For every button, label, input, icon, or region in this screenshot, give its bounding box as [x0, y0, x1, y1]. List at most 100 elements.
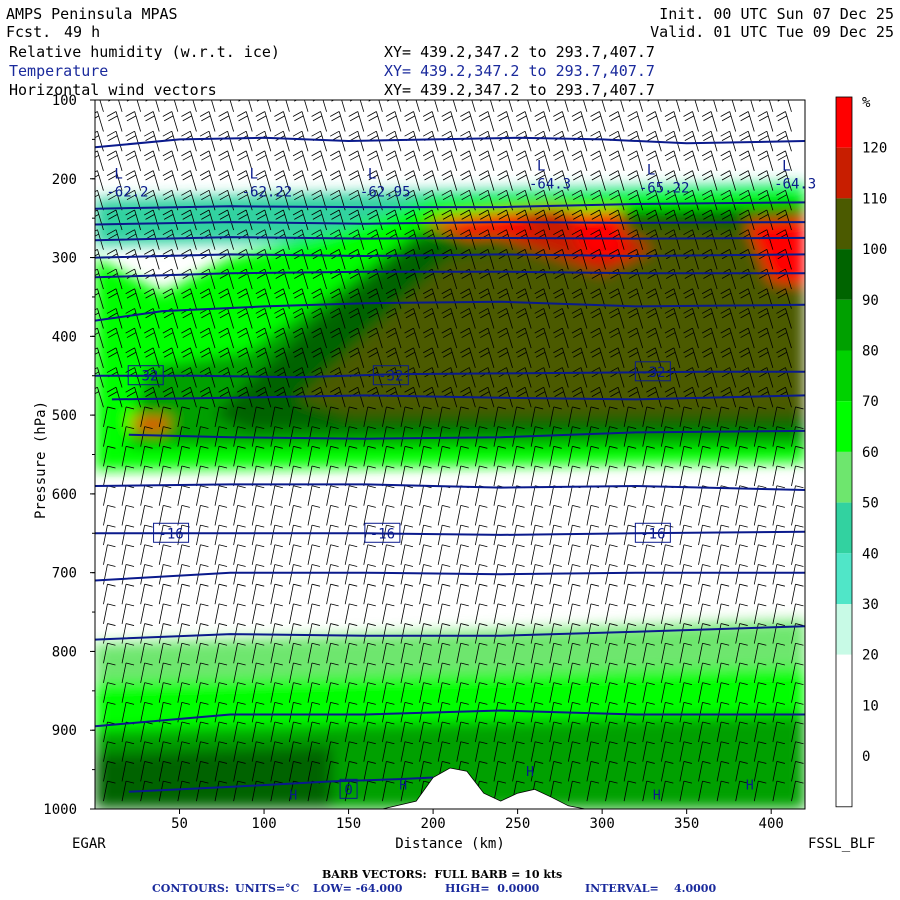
wind-barb-flag-1747	[460, 662, 469, 666]
wind-barb-flag-621	[219, 115, 230, 122]
wind-barb-flag-2823	[683, 130, 693, 137]
wind-barb-540	[208, 170, 216, 191]
low-marker-2: L	[368, 167, 376, 183]
wind-barb-1464	[400, 485, 406, 506]
wind-barb-3144	[753, 564, 759, 585]
wind-barb-1034	[307, 584, 313, 605]
wind-barb-flag-19	[95, 209, 98, 212]
wind-barb-flag-2475	[610, 154, 620, 161]
wind-barb-1654	[437, 623, 443, 644]
wind-barb-2362	[586, 662, 592, 684]
wind-barb-flag-2123	[535, 154, 546, 161]
wind-barb-flag-73	[107, 642, 116, 646]
wind-barb-flag-955	[293, 662, 302, 666]
wind-barb-2192	[549, 721, 555, 743]
colorbar-label-6: 60	[862, 445, 879, 461]
wind-barb-328	[158, 564, 164, 585]
wind-barb-1177	[338, 308, 346, 329]
wind-barb-flag-3181	[757, 170, 768, 176]
wind-barb-88	[118, 100, 123, 112]
wind-barb-flag-2997	[721, 115, 732, 122]
wind-barb-3338	[791, 741, 796, 762]
wind-barb-flag-861	[274, 603, 283, 607]
wind-barb-flag-1941	[498, 115, 509, 122]
wind-barb-flag-620	[218, 111, 228, 117]
wind-barb-flag-2537	[628, 642, 637, 646]
wind-barb-flag-460	[182, 214, 192, 220]
wind-barb-154	[121, 584, 127, 605]
wind-barb-flag-1442	[385, 308, 396, 314]
wind-barb-flag-3214	[757, 386, 768, 393]
wind-barb-flag-2766	[666, 332, 676, 338]
wind-barb-flag-3032	[720, 347, 730, 354]
wind-barb-flag-1686	[442, 174, 453, 181]
wind-barb-flag-2563	[628, 154, 639, 161]
wind-barb-flag-1252	[349, 214, 360, 220]
wind-barb-flag-1225	[349, 721, 358, 725]
wind-barb-1834	[474, 662, 480, 684]
wind-barb-flag-2281	[572, 721, 581, 725]
wind-barb-flag-1741	[460, 603, 469, 607]
wind-barb-889	[283, 150, 290, 172]
wind-barb-flag-2742	[666, 174, 676, 181]
wind-barb-291	[152, 268, 160, 290]
wind-barb-flag-2621	[646, 603, 655, 607]
wind-barb-2984	[716, 721, 722, 743]
wind-barb-flag-601	[218, 642, 228, 646]
wind-barb-258	[140, 741, 146, 762]
wind-barb-1734	[456, 544, 462, 565]
wind-barb-flag-1360	[367, 347, 377, 354]
wind-barb-flag-1923	[497, 662, 507, 666]
wind-barb-flag-2265	[572, 564, 581, 567]
wind-barb-2764	[673, 328, 681, 349]
wind-barb-449	[190, 150, 197, 172]
wind-barb-45	[97, 387, 104, 408]
x-tick-label-0: 50	[171, 816, 188, 832]
wind-barb-flag-1443	[387, 312, 397, 319]
wind-barb-2360	[586, 643, 592, 664]
wind-barb-flag-2568	[627, 189, 637, 196]
wind-barb-flag-2656	[646, 189, 656, 196]
wind-barb-60	[103, 525, 108, 546]
wind-barb-1024	[307, 485, 313, 506]
wind-barb-flag-1366	[367, 386, 377, 393]
wind-barb-1312	[363, 721, 369, 743]
wind-barb-flag-1542	[404, 386, 414, 393]
wind-barb-flag-3205	[757, 327, 768, 334]
wind-barb-flag-3297	[777, 351, 787, 358]
wind-barb-flag-1591	[422, 130, 433, 137]
wind-barb-flag-2769	[666, 351, 676, 358]
wind-barb-flag-2146	[534, 308, 544, 314]
wind-barb-flag-3129	[758, 406, 767, 410]
wind-barb-496	[196, 485, 201, 506]
wind-barb-flag-635	[218, 209, 228, 216]
wind-barb-flag-2899	[702, 741, 711, 745]
wind-barb-1376	[381, 485, 387, 506]
wind-barb-1189	[338, 387, 346, 408]
wind-barb-3189	[766, 229, 774, 250]
wind-barb-flag-1358	[368, 332, 378, 338]
wind-barb-2612	[642, 525, 648, 546]
wind-barb-flag-957	[293, 682, 302, 686]
wind-barb-355	[171, 111, 179, 132]
wind-barb-flag-399	[163, 391, 174, 397]
wind-barb-1476	[400, 603, 406, 624]
wind-barb-682	[233, 584, 239, 605]
wind-barb-2722	[660, 741, 666, 762]
wind-barb-flag-753	[256, 406, 265, 410]
wind-barb-2573	[636, 229, 644, 250]
wind-barb-flag-1021	[311, 445, 321, 449]
wind-barb-flag-569	[201, 351, 211, 358]
wind-barb-flag-2357	[590, 603, 600, 607]
wind-barb-flag-1102	[311, 386, 321, 393]
wind-barb-flag-1233	[349, 92, 358, 97]
wind-barb-336	[158, 643, 164, 664]
wind-barb-1304	[363, 643, 369, 664]
wind-barb-526	[196, 781, 201, 802]
wind-barb-flag-366	[163, 174, 174, 181]
wind-barb-230	[140, 465, 146, 487]
wind-barb-flag-1437	[387, 273, 397, 279]
wind-barb-flag-1891	[478, 367, 489, 373]
wind-barb-2992	[731, 100, 737, 112]
